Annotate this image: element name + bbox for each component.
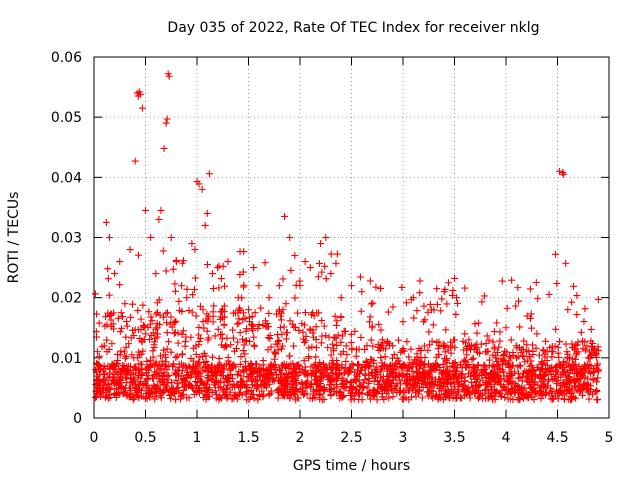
y-tick-label: 0.02 (51, 291, 82, 307)
data-point (167, 234, 175, 241)
data-point (191, 246, 199, 254)
data-point (208, 270, 216, 278)
data-point (203, 209, 211, 217)
x-tick-label: 4 (502, 430, 511, 446)
data-point (399, 318, 407, 326)
data-point (201, 221, 209, 229)
data-point (551, 250, 559, 258)
data-point (358, 288, 366, 296)
data-point (533, 330, 541, 338)
data-point (131, 157, 139, 165)
data-point (214, 264, 222, 272)
data-point (160, 144, 168, 152)
data-point (255, 282, 263, 290)
data-point-cloud (91, 247, 602, 404)
y-tick-label: 0 (73, 411, 82, 427)
data-point (451, 274, 458, 282)
data-point (183, 294, 191, 302)
x-tick-label: 2 (296, 430, 305, 446)
data-point (327, 270, 335, 278)
x-tick-label: 4.5 (546, 430, 568, 446)
data-point (502, 324, 510, 332)
chart-title: Day 035 of 2022, Rate Of TEC Index for r… (167, 20, 539, 36)
data-points (95, 70, 603, 398)
data-point (205, 170, 213, 178)
data-point (198, 185, 206, 193)
data-points-dense-background (91, 247, 602, 404)
data-point (245, 306, 252, 314)
y-axis-label: ROTI / TECUs (6, 192, 22, 284)
data-point (560, 170, 568, 178)
y-tick-label: 0.03 (51, 231, 82, 247)
x-tick-label: 0 (90, 430, 99, 446)
x-tick-label: 5 (605, 430, 614, 446)
grid-lines (94, 57, 609, 418)
data-point (389, 342, 397, 350)
data-point (163, 115, 171, 123)
data-point (152, 270, 160, 278)
y-tick-label: 0.05 (51, 110, 82, 126)
data-point (291, 252, 299, 260)
x-tick-label: 3 (399, 430, 408, 446)
data-point (564, 306, 572, 314)
x-axis-label: GPS time / hours (293, 458, 410, 474)
data-point (178, 282, 186, 290)
x-axis-ticks: 0 0.5 1 1.5 2 2.5 3 3.5 4 4.5 5 (90, 57, 614, 446)
x-tick-label: 2.5 (340, 430, 362, 446)
data-point (157, 206, 165, 214)
data-point (188, 240, 196, 248)
data-point (165, 72, 173, 80)
data-point (562, 259, 570, 267)
data-point (348, 282, 355, 290)
data-point (281, 212, 289, 220)
data-point (136, 90, 144, 98)
data-point (301, 258, 309, 266)
data-point (121, 300, 129, 308)
plot-frame (93, 56, 610, 419)
data-point (275, 282, 283, 290)
data-point (105, 234, 113, 241)
data-point (155, 215, 163, 223)
data-point (126, 246, 134, 254)
y-axis-ticks: 0 0.01 0.02 0.03 0.04 0.05 0.06 (51, 50, 609, 427)
data-point (461, 330, 469, 338)
data-point (337, 294, 345, 302)
data-point (286, 234, 294, 241)
data-point (250, 264, 258, 272)
data-point (265, 294, 273, 302)
data-point (556, 167, 564, 175)
data-point (224, 258, 232, 266)
data-point (147, 234, 155, 241)
y-tick-label: 0.04 (51, 170, 82, 186)
data-point (322, 234, 330, 241)
x-tick-label: 1.5 (237, 430, 259, 446)
data-point (559, 169, 567, 177)
data-point (306, 264, 314, 272)
data-point (195, 180, 203, 188)
data-point (453, 294, 461, 302)
x-tick-label: 1 (193, 430, 202, 446)
y-tick-label: 0.06 (51, 50, 82, 66)
x-tick-label: 0.5 (134, 430, 156, 446)
y-tick-label: 0.01 (51, 351, 82, 367)
data-point (138, 104, 146, 112)
data-point (116, 258, 124, 266)
data-point (102, 218, 110, 226)
x-tick-label: 3.5 (443, 430, 465, 446)
data-point (317, 240, 325, 248)
data-point (111, 270, 119, 278)
data-point (574, 348, 582, 356)
data-point (162, 119, 170, 127)
data-point (142, 206, 149, 214)
